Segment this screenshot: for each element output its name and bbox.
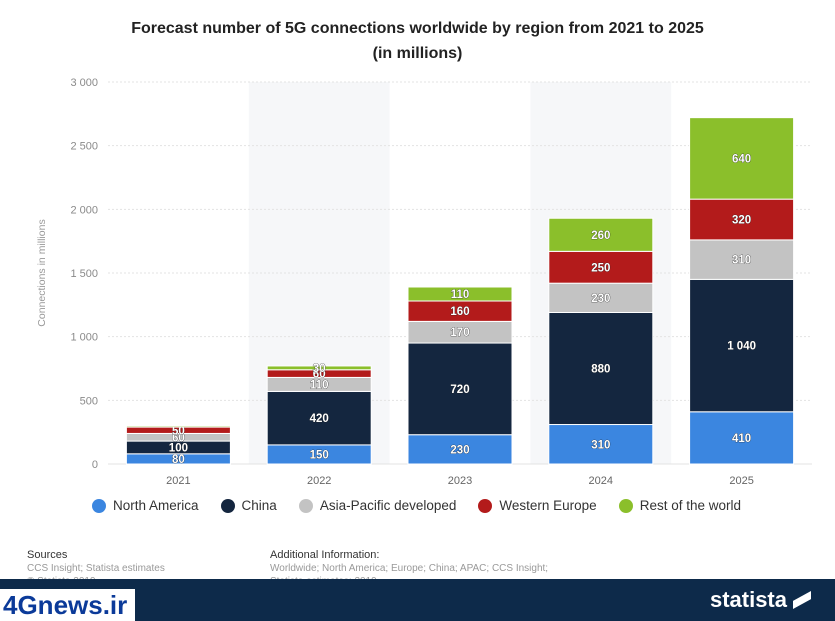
bar-segment: [548, 250, 654, 284]
data-label: 100: [169, 442, 188, 454]
bar-segment: [548, 217, 654, 252]
legend-swatch: [478, 498, 493, 513]
data-label: 110: [310, 379, 329, 391]
legend-item[interactable]: Rest of the world: [618, 498, 741, 513]
x-tick-label: 2024: [589, 475, 613, 487]
data-label: 310: [591, 439, 610, 451]
bar-segment: [689, 117, 795, 200]
legend-item[interactable]: Asia-Pacific developed: [298, 498, 457, 513]
y-tick-label: 1 000: [70, 332, 98, 344]
legend-swatch: [298, 498, 313, 513]
legend-label: North America: [113, 498, 199, 513]
watermark: 4Gnews.ir: [0, 589, 136, 621]
bar-segment: [266, 365, 372, 371]
bar-segment: [548, 424, 654, 465]
bar-segment: [407, 342, 513, 436]
bar-segment: [689, 198, 795, 241]
x-tick-label: 2023: [448, 475, 472, 487]
statista-logo[interactable]: statista: [710, 587, 811, 613]
x-tick-label: 2025: [729, 475, 753, 487]
data-label: 60: [313, 369, 326, 381]
data-label: 60: [172, 432, 185, 444]
chart-title: Forecast number of 5G connections worldw…: [0, 16, 835, 66]
legend-label: Western Europe: [499, 498, 597, 513]
data-label: 150: [310, 449, 329, 461]
legend-swatch: [618, 498, 633, 513]
y-tick-label: 1 500: [70, 268, 98, 280]
y-tick-label: 0: [92, 459, 98, 471]
data-label: 230: [591, 293, 610, 305]
x-tick-label: 2022: [307, 475, 331, 487]
bar-segment: [689, 411, 795, 465]
legend-label: Rest of the world: [639, 498, 741, 513]
data-label: 50: [172, 425, 185, 437]
bar-segment: [266, 390, 372, 446]
data-label: 110: [451, 289, 470, 301]
legend-label: China: [241, 498, 277, 513]
additional-info-header: Additional Information:: [270, 549, 380, 561]
data-label: 310: [732, 255, 751, 267]
bar-segment: [689, 239, 795, 280]
y-tick-label: 500: [80, 395, 98, 407]
legend-label: Asia-Pacific developed: [319, 498, 457, 513]
bar-segment: [548, 311, 654, 426]
legend-swatch: [220, 498, 235, 513]
bar-segment: [125, 425, 231, 428]
data-label: 250: [591, 262, 610, 274]
stacked-bar-chart: 0 500 1 000 1 500 2 000 2 500 3 000 Connections…: [36, 77, 812, 487]
data-label: 880: [591, 364, 610, 376]
footer-bar: statista: [0, 579, 835, 621]
bar-segment: [407, 434, 513, 465]
chart-title-line1: Forecast number of 5G connections worldw…: [131, 20, 704, 37]
y-tick-label: 2 000: [70, 204, 98, 216]
data-label: 640: [732, 153, 751, 165]
additional-info-line1: Worldwide; North America; Europe; China;…: [270, 563, 549, 574]
data-label: 80: [172, 454, 185, 466]
bar-segment: [689, 278, 795, 413]
data-label: 160: [450, 306, 469, 318]
legend-swatch: [92, 498, 106, 513]
sources-header: Sources: [27, 549, 68, 561]
data-label: 420: [310, 413, 329, 425]
data-label: 230: [450, 444, 469, 456]
data-label: 320: [732, 215, 751, 227]
y-tick-label: 2 500: [70, 141, 98, 153]
data-label: 720: [450, 384, 469, 396]
x-tick-label: 2021: [166, 475, 190, 487]
data-label: 260: [591, 230, 610, 242]
legend-item[interactable]: China: [220, 498, 277, 513]
chart-title-line2: (in millions): [372, 45, 463, 62]
legend: North America China Asia-Pacific developed…: [92, 498, 741, 513]
bar-segment: [548, 282, 654, 313]
data-label: 410: [732, 433, 751, 445]
data-label: 1 040: [727, 341, 756, 353]
y-axis-label: Connections in millions: [36, 219, 48, 326]
statista-mark-icon: [793, 591, 811, 609]
legend-item[interactable]: Western Europe: [478, 498, 597, 513]
sources-line1: CCS Insight; Statista estimates: [27, 563, 165, 574]
data-label: 30: [313, 363, 326, 375]
bar-segment: [407, 286, 513, 302]
brand-text: statista: [709, 587, 787, 612]
y-tick-label: 3 000: [70, 77, 98, 89]
data-label: 170: [450, 327, 469, 339]
legend-item[interactable]: North America: [92, 498, 199, 513]
